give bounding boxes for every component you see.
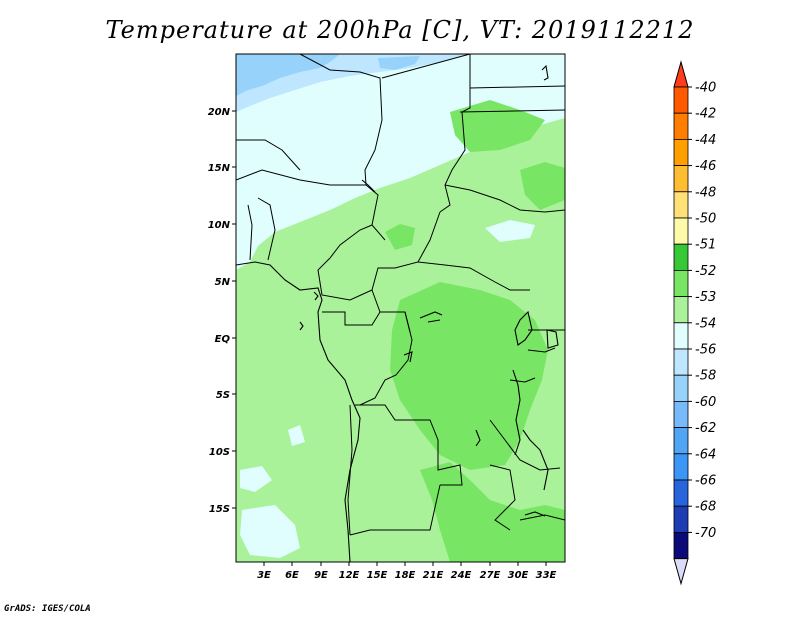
- colorbar-label: -52: [695, 264, 716, 279]
- contour-zone-minus-53: [390, 282, 548, 470]
- contour-zone-minus-53-c: [450, 100, 545, 152]
- colorbar-segment: [673, 165, 689, 193]
- colorbar-segment: [673, 269, 689, 297]
- colorbar-segment: [673, 243, 689, 271]
- colorbar-label: -66: [695, 474, 716, 489]
- colorbar-label: -51: [695, 238, 716, 253]
- colorbar-label: -46: [695, 159, 716, 174]
- lat-tick-marks: [232, 110, 236, 509]
- colorbar-segment: [673, 505, 689, 533]
- colorbar-label: -64: [695, 447, 716, 462]
- lon-tick-label: 18E: [395, 570, 416, 581]
- contour-zone-minus-58-b: [378, 56, 420, 70]
- lon-tick-label: 3E: [257, 570, 271, 581]
- contour-zone-minus-53-b: [420, 462, 565, 562]
- contour-zone-minus-53-d: [385, 224, 415, 250]
- colorbar-label: -44: [695, 133, 716, 148]
- lon-tick-label: 12E: [339, 570, 360, 581]
- colorbar-label: -56: [695, 343, 716, 358]
- colorbar-segment: [673, 453, 689, 481]
- contour-zone-minus-54-d: [485, 220, 535, 242]
- colorbar-label: -70: [695, 526, 716, 541]
- colorbar-label: -68: [695, 500, 716, 515]
- lon-tick-marks: [263, 562, 547, 566]
- contour-zone-minus-54-e: [288, 425, 305, 446]
- colorbar-segment: [673, 322, 689, 350]
- colorbar-label: -53: [695, 290, 716, 305]
- lat-tick-label: 20N: [208, 107, 231, 118]
- coastlines: [236, 64, 559, 562]
- colorbar-label: -40: [695, 81, 716, 96]
- lat-tick-label: 15S: [209, 504, 230, 515]
- colorbar-label: -42: [695, 107, 716, 122]
- map-plot: [236, 54, 565, 562]
- colorbar-label: -60: [695, 395, 716, 410]
- lon-tick-label: 9E: [314, 570, 328, 581]
- colorbar-segment: [673, 217, 689, 245]
- colorbar-label: -58: [695, 369, 716, 384]
- chart-title: Temperature at 200hPa [C], VT: 201911221…: [105, 16, 695, 44]
- colorbar-segment: [673, 479, 689, 507]
- colorbar-label: -48: [695, 185, 716, 200]
- contour-zone-minus-54-b: [240, 466, 272, 492]
- colorbar-segment: [673, 348, 689, 376]
- colorbar-segment: [673, 532, 689, 560]
- lat-tick-label: 15N: [208, 163, 231, 174]
- colorbar-bottom-arrow: [673, 558, 689, 586]
- country-borders: [236, 54, 565, 536]
- colorbar: -40 -42 -44 -46 -48 -50 -51 -52 -53 -54 -56 -58 -60 -…: [673, 60, 716, 586]
- lon-tick-label: 24E: [451, 570, 472, 581]
- colorbar-segment: [673, 374, 689, 402]
- lat-tick-label: 5S: [216, 390, 230, 401]
- colorbar-segment: [673, 400, 689, 428]
- colorbar-label: -62: [695, 421, 716, 436]
- colorbar-segment: [673, 112, 689, 140]
- lon-tick-label: 30E: [508, 570, 529, 581]
- contour-zone-minus-54-c: [240, 505, 300, 558]
- lon-tick-label: 27E: [480, 570, 501, 581]
- colorbar-top-arrow: [673, 60, 689, 88]
- colorbar-label: -54: [695, 316, 716, 331]
- lon-tick-label: 6E: [285, 570, 299, 581]
- colorbar-label: -50: [695, 212, 716, 227]
- lat-tick-label: 5N: [215, 277, 231, 288]
- colorbar-segment: [673, 86, 689, 114]
- colorbar-segment: [673, 191, 689, 219]
- lon-tick-label: 15E: [367, 570, 388, 581]
- lon-tick-label: 21E: [423, 570, 444, 581]
- colorbar-segment: [673, 138, 689, 166]
- lat-tick-label: 10S: [209, 447, 230, 458]
- grads-credit: GrADS: IGES/COLA: [4, 604, 91, 614]
- contour-zone-minus-53-e: [520, 162, 565, 210]
- lon-tick-label: 33E: [536, 570, 557, 581]
- colorbar-segment: [673, 296, 689, 324]
- map-frame: [235, 53, 566, 563]
- lat-tick-label: 10N: [208, 220, 231, 231]
- colorbar-segment: [673, 427, 689, 455]
- contour-zone-minus-58: [236, 54, 340, 96]
- lat-tick-label: EQ: [215, 334, 231, 345]
